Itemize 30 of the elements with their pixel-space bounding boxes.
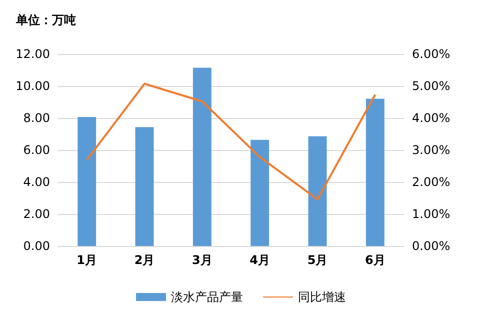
y2-tick-label: 0.00% xyxy=(412,239,450,253)
y2-tick-label: 5.00% xyxy=(412,79,450,93)
y2-tick-label: 3.00% xyxy=(412,143,450,157)
bar xyxy=(250,140,270,246)
bar xyxy=(366,98,384,246)
line-series xyxy=(86,82,376,200)
x-tick-label: 4月 xyxy=(250,253,270,267)
bar xyxy=(192,68,212,246)
y2-tick-label: 4.00% xyxy=(412,111,450,125)
x-tick-label: 3月 xyxy=(192,253,212,267)
y-tick-label: 2.00 xyxy=(23,207,50,221)
legend-label: 同比增速 xyxy=(298,290,346,304)
x-tick-label: 2月 xyxy=(134,253,155,267)
y2-tick-label: 6.00% xyxy=(412,47,450,61)
y-tick-label: 10.00 xyxy=(16,79,50,93)
y2-tick-label: 1.00% xyxy=(412,207,450,221)
y-tick-label: 6.00 xyxy=(23,143,50,157)
legend-label: 淡水产品产量 xyxy=(171,290,243,304)
x-tick-label: 6月 xyxy=(364,253,386,267)
bar xyxy=(135,127,154,246)
x-tick-label: 5月 xyxy=(307,253,328,267)
y-tick-label: 0.00 xyxy=(23,239,50,253)
y-tick-label: 4.00 xyxy=(23,175,50,189)
bar xyxy=(308,136,327,246)
text: 单位：万吨 xyxy=(15,13,76,27)
bar xyxy=(78,117,96,246)
y-tick-label: 12.00 xyxy=(16,47,50,61)
x-tick-label: 1月 xyxy=(76,253,98,267)
y2-tick-label: 2.00% xyxy=(412,175,450,189)
y-tick-label: 8.00 xyxy=(23,111,50,125)
